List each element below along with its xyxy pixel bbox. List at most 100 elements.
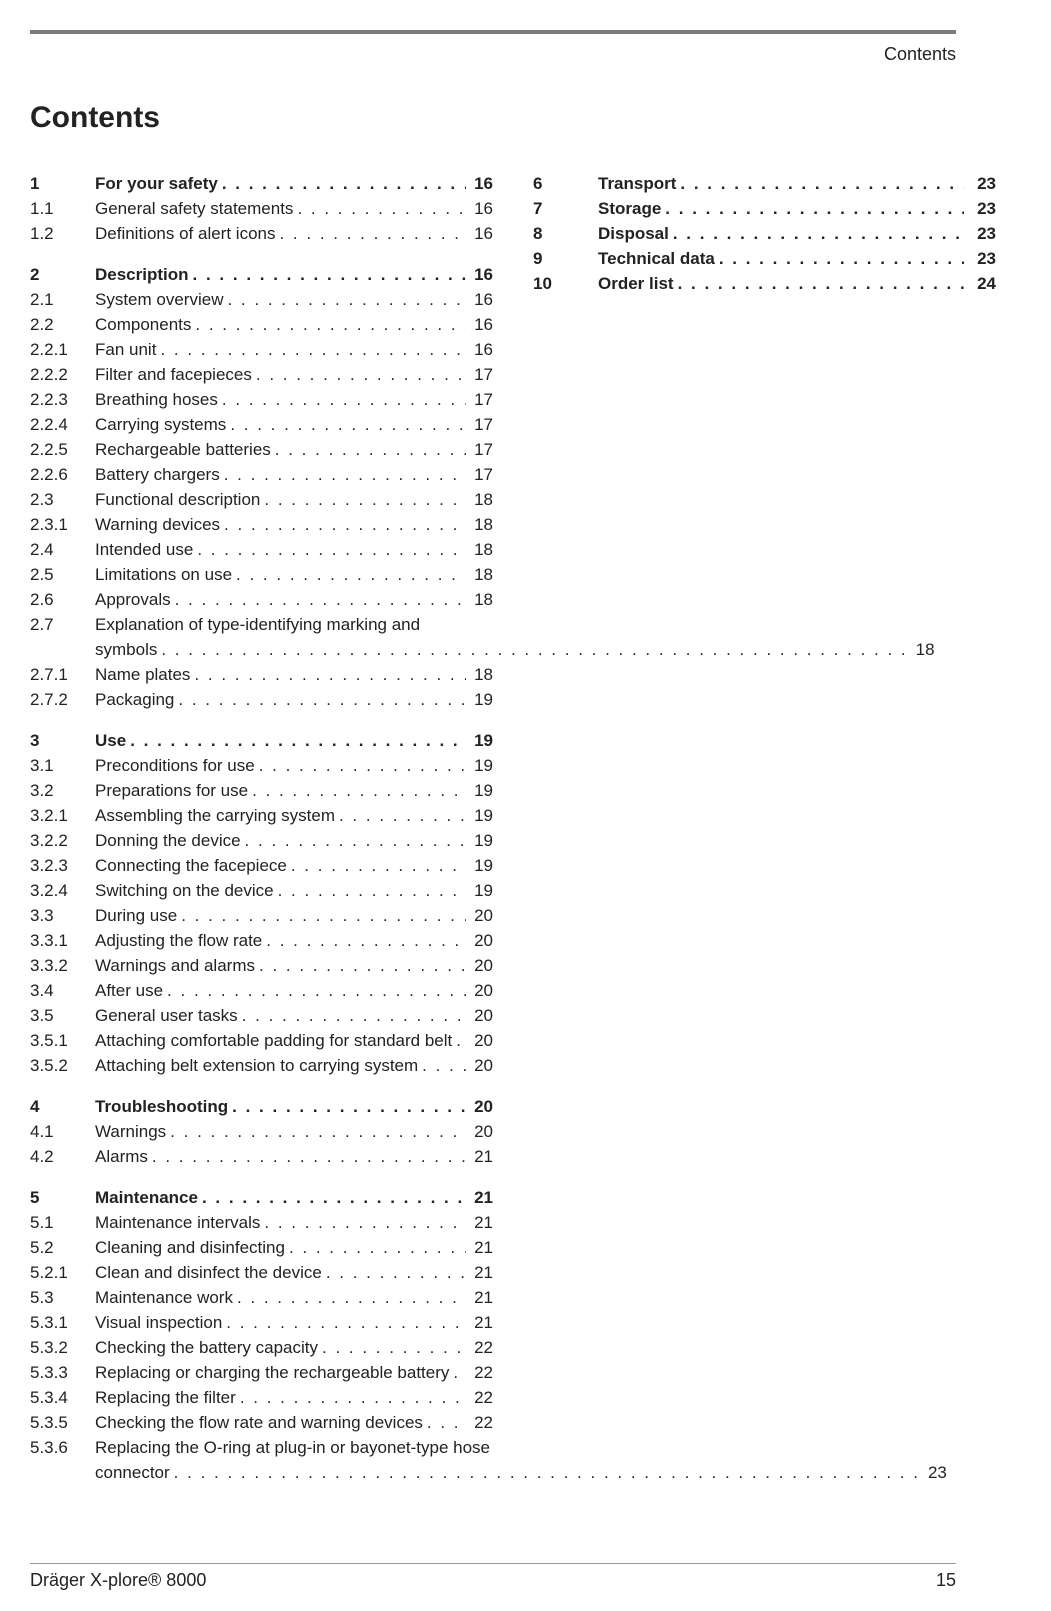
toc-entry-title: Filter and facepieces <box>95 362 252 387</box>
toc-entry: 2.2Components16 <box>30 312 493 337</box>
toc-entry-title: Battery chargers <box>95 462 220 487</box>
toc-entry-title: Approvals <box>95 587 171 612</box>
footer-product-name: Dräger X-plore® 8000 <box>30 1570 206 1591</box>
toc-entry-page: 16 <box>470 196 493 221</box>
toc-entry-number: 2.2.1 <box>30 337 95 362</box>
toc-entry-number: 5.3 <box>30 1285 95 1310</box>
toc-leader-dots <box>227 287 466 312</box>
toc-entry-page: 23 <box>968 196 996 221</box>
toc-entry-number: 5 <box>30 1185 95 1210</box>
top-rule <box>30 30 956 34</box>
footer-page-number: 15 <box>936 1570 956 1591</box>
toc-entry-title: During use <box>95 903 177 928</box>
toc-entry: 5.3.5Checking the flow rate and warning … <box>30 1410 493 1435</box>
toc-entry-page: 19 <box>470 828 493 853</box>
toc-entry: 3.3.1Adjusting the flow rate20 <box>30 928 493 953</box>
toc-entry-number: 3.2 <box>30 778 95 803</box>
toc-entry-page: 21 <box>470 1210 493 1235</box>
toc-entry-page: 17 <box>470 387 493 412</box>
toc-leader-dots <box>680 171 964 196</box>
toc-leader-dots <box>264 1210 466 1235</box>
toc-entry-page: 17 <box>470 462 493 487</box>
toc-entry-page: 18 <box>470 512 493 537</box>
toc-leader-dots <box>259 953 466 978</box>
toc-entry-number: 4 <box>30 1094 95 1119</box>
toc-entry-number: 2.7.2 <box>30 687 95 712</box>
toc-entry-title: Components <box>95 312 191 337</box>
toc-entry-number: 3.3.2 <box>30 953 95 978</box>
toc-entry-title: Replacing the filter <box>95 1385 236 1410</box>
toc-entry-page: 22 <box>470 1385 493 1410</box>
toc-entry-number: 3.2.1 <box>30 803 95 828</box>
toc-entry-number: 1.1 <box>30 196 95 221</box>
toc-leader-dots <box>167 978 466 1003</box>
toc-leader-dots <box>195 312 466 337</box>
toc-entry-number: 5.3.3 <box>30 1360 95 1385</box>
toc-entry-rest: Warnings and alarms20 <box>95 953 493 978</box>
toc-entry: 4.2Alarms21 <box>30 1144 493 1169</box>
toc-entry: 3.3.2Warnings and alarms20 <box>30 953 493 978</box>
toc-entry: 3.5.1Attaching comfortable padding for s… <box>30 1028 493 1053</box>
toc-entry-title: Adjusting the flow rate <box>95 928 262 953</box>
toc-entry-page: 23 <box>968 246 996 271</box>
toc-entry: 3.4After use20 <box>30 978 493 1003</box>
toc-entry-number: 6 <box>533 171 598 196</box>
toc-entry-title: Use <box>95 728 126 753</box>
toc-entry-page: 18 <box>470 487 493 512</box>
toc-entry-page: 22 <box>470 1360 493 1385</box>
toc-entry-page: 22 <box>470 1410 493 1435</box>
toc-columns: 1For your safety161.1General safety stat… <box>30 171 956 1563</box>
toc-entry-title: Donning the device <box>95 828 241 853</box>
toc-entry-rest: Intended use18 <box>95 537 493 562</box>
toc-entry-rest: Technical data23 <box>598 246 996 271</box>
toc-entry-page: 18 <box>470 562 493 587</box>
toc-entry-number: 9 <box>533 246 598 271</box>
toc-entry-rest: Warning devices18 <box>95 512 493 537</box>
toc-entry-rest: Checking the battery capacity22 <box>95 1335 493 1360</box>
toc-entry-rest: Name plates18 <box>95 662 493 687</box>
toc-entry-rest: Clean and disinfect the device21 <box>95 1260 493 1285</box>
toc-entry-page: 19 <box>470 803 493 828</box>
toc-entry-title: For your safety <box>95 171 218 196</box>
toc-entry-number: 8 <box>533 221 598 246</box>
toc-leader-dots <box>202 1185 466 1210</box>
toc-entry-page: 20 <box>470 953 493 978</box>
toc-entry-title: Carrying systems <box>95 412 226 437</box>
toc-entry-rest: System overview16 <box>95 287 493 312</box>
toc-leader-dots <box>665 196 964 221</box>
toc-leader-dots <box>240 1385 466 1410</box>
page-footer: Dräger X-plore® 8000 15 <box>30 1563 956 1591</box>
toc-entry-number: 3.5.1 <box>30 1028 95 1053</box>
toc-entry-rest: Rechargeable batteries17 <box>95 437 493 462</box>
toc-entry-rest: Breathing hoses 17 <box>95 387 493 412</box>
toc-leader-dots <box>278 878 466 903</box>
toc-entry-number: 2.2.3 <box>30 387 95 412</box>
toc-entry: 5.3.1Visual inspection21 <box>30 1310 493 1335</box>
toc-entry-number: 3.2.4 <box>30 878 95 903</box>
toc-entry-title: Visual inspection <box>95 1310 222 1335</box>
toc-entry-title: Maintenance intervals <box>95 1210 260 1235</box>
toc-entry-rest: Troubleshooting20 <box>95 1094 493 1119</box>
toc-entry: 3.2Preparations for use19 <box>30 778 493 803</box>
toc-leader-dots <box>224 462 466 487</box>
toc-leader-dots <box>719 246 964 271</box>
toc-entry-rest: Alarms21 <box>95 1144 493 1169</box>
toc-entry-page: 24 <box>968 271 996 296</box>
toc-entry-number: 1 <box>30 171 95 196</box>
toc-entry: 2.7.2Packaging19 <box>30 687 493 712</box>
toc-entry-rest: Visual inspection21 <box>95 1310 493 1335</box>
toc-entry: 3.5.2Attaching belt extension to carryin… <box>30 1053 493 1078</box>
page-container: Contents Contents 1For your safety161.1G… <box>0 0 1051 1611</box>
toc-entry: 2.2.1Fan unit16 <box>30 337 493 362</box>
toc-entry-rest: Disposal23 <box>598 221 996 246</box>
header-section-label: Contents <box>30 44 956 65</box>
toc-entry-rest: Attaching belt extension to carrying sys… <box>95 1053 493 1078</box>
toc-entry-number: 3 <box>30 728 95 753</box>
toc-entry-number: 1.2 <box>30 221 95 246</box>
toc-entry-title: Breathing hoses <box>95 387 218 412</box>
toc-entry: 3.2.1Assembling the carrying system19 <box>30 803 493 828</box>
toc-entry: 2.4Intended use18 <box>30 537 493 562</box>
toc-right-column: 6Transport237Storage238Disposal239Techni… <box>533 171 996 1563</box>
toc-entry-number: 5.3.2 <box>30 1335 95 1360</box>
toc-entry-page: 20 <box>470 1028 493 1053</box>
